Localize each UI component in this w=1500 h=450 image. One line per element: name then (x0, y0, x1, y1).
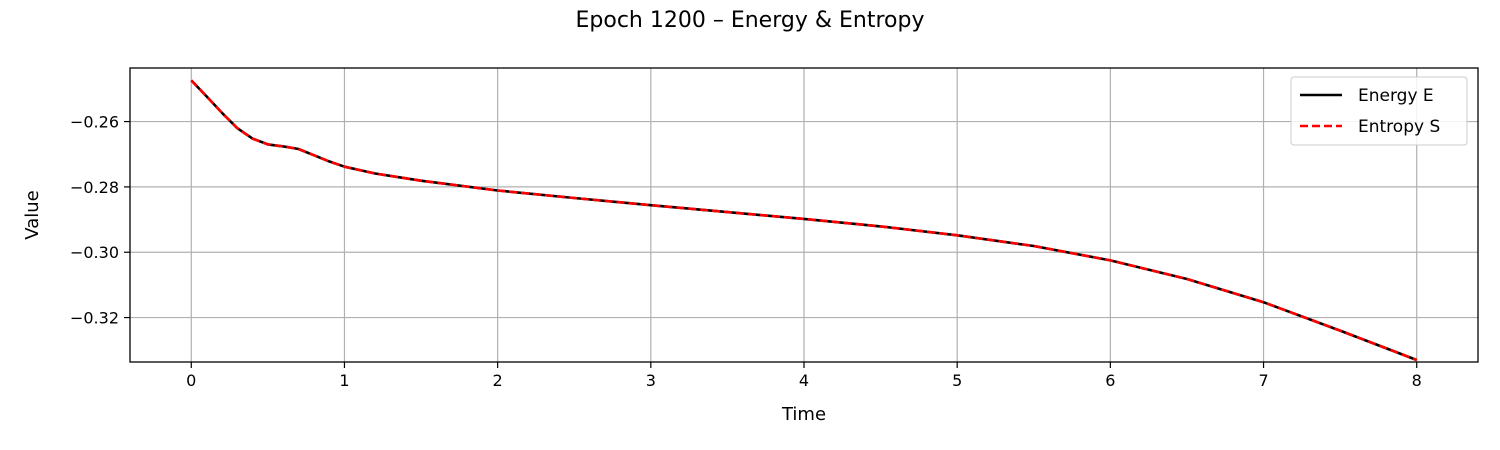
x-tick-label: 5 (952, 371, 962, 390)
y-tick-label: −0.26 (70, 113, 119, 132)
x-tick-label: 1 (339, 371, 349, 390)
series-line-entropy-s (190, 79, 1418, 362)
series-layer (190, 79, 1418, 362)
x-tick-label: 3 (646, 371, 656, 390)
chart-title: Epoch 1200 – Energy & Entropy (576, 8, 925, 33)
y-tick-label: −0.28 (70, 178, 119, 197)
x-tick-label: 4 (799, 371, 809, 390)
x-axis: 0 1 2 3 4 5 6 7 8 (186, 362, 1422, 390)
x-tick-label: 7 (1258, 371, 1268, 390)
legend-label-entropy: Entropy S (1358, 117, 1440, 137)
y-tick-label: −0.32 (70, 309, 119, 328)
legend: Energy E Entropy S (1290, 76, 1468, 146)
y-axis: −0.26 −0.28 −0.30 −0.32 (70, 113, 130, 328)
y-axis-label: Value (22, 190, 43, 239)
y-tick-label: −0.30 (70, 243, 119, 262)
x-tick-label: 2 (493, 371, 503, 390)
x-axis-label: Time (781, 404, 826, 425)
x-tick-label: 8 (1412, 371, 1422, 390)
x-tick-label: 6 (1105, 371, 1115, 390)
grid (130, 68, 1478, 362)
legend-label-energy: Energy E (1358, 86, 1434, 106)
x-tick-label: 0 (186, 371, 196, 390)
